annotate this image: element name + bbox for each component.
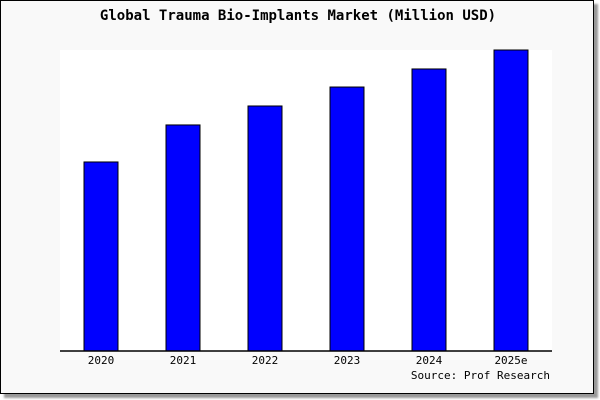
bar-2023 (329, 86, 365, 352)
bar-2020 (83, 161, 119, 352)
x-tick-label: 2024 (416, 354, 443, 367)
bar-2025e (493, 49, 529, 352)
x-tick-label: 2021 (170, 354, 197, 367)
bar-2024 (411, 68, 447, 352)
plot-area (60, 50, 552, 351)
bar-2021 (165, 124, 201, 352)
x-tick-label: 2023 (334, 354, 361, 367)
x-tick-label: 2025e (494, 354, 527, 367)
x-tick-label: 2022 (252, 354, 279, 367)
chart-title: Global Trauma Bio-Implants Market (Milli… (100, 8, 496, 24)
bar-2022 (247, 105, 283, 352)
x-tick-label: 2020 (88, 354, 115, 367)
source-label: Source: Prof Research (411, 369, 550, 382)
